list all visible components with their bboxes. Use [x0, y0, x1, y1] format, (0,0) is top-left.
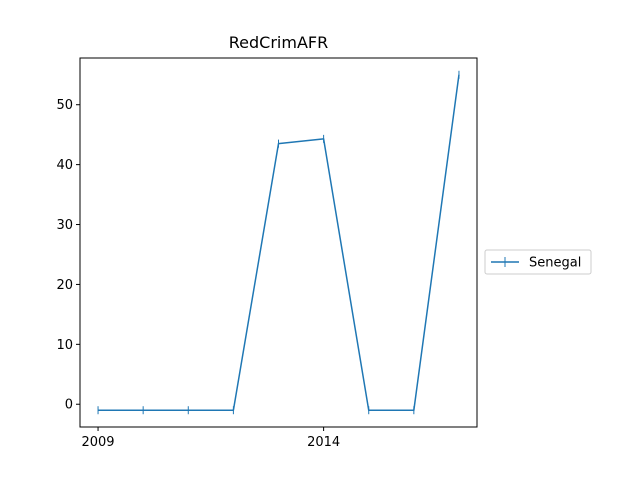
plot-frame: [79, 57, 478, 428]
legend-label-senegal: Senegal: [529, 256, 581, 271]
chart-title: RedCrimAFR: [229, 33, 328, 52]
y-axis: 0 10 20 30 40 50: [56, 98, 80, 413]
y-tick-label: 40: [56, 158, 73, 173]
y-tick-label: 20: [56, 278, 73, 293]
legend-box: [484, 249, 592, 275]
y-tick-label: 10: [56, 338, 73, 353]
series-layer: [97, 70, 460, 415]
y-tick-label: 50: [56, 98, 73, 113]
plot-area: 0 10 20 30 40 50 2009 2014: [56, 57, 478, 450]
legend: Senegal: [484, 249, 592, 275]
x-tick-label: 2009: [81, 435, 114, 450]
x-tick-label: 2014: [307, 435, 340, 450]
y-tick-label: 0: [65, 398, 73, 413]
x-axis: 2009 2014: [81, 427, 340, 450]
y-tick-label: 30: [56, 218, 73, 233]
series-line-senegal: [98, 74, 460, 411]
